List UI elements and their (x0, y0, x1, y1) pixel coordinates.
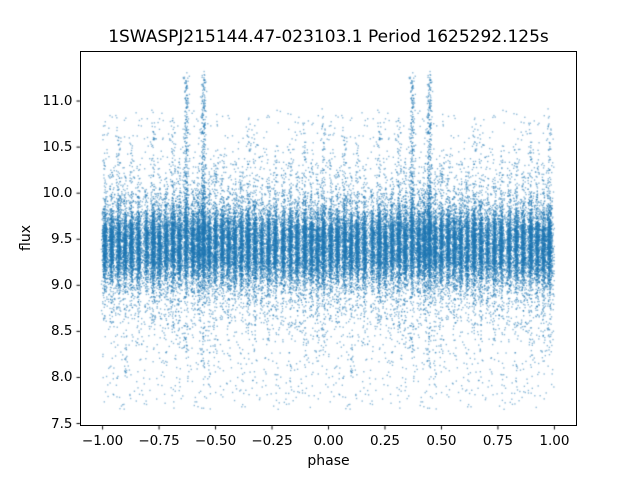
y-tick-label: 9.0 (51, 277, 73, 294)
x-tick-label: 0.50 (426, 433, 457, 449)
x-tick-label: 0.00 (313, 433, 344, 449)
y-tick-label: 7.5 (51, 415, 73, 432)
x-tick-label: −0.25 (251, 433, 293, 449)
x-tick-label: 1.00 (539, 433, 570, 449)
y-tick-label: 8.0 (51, 369, 73, 386)
y-tick-label: 10.0 (42, 185, 73, 202)
chart-title: 1SWASPJ215144.47-023103.1 Period 1625292… (108, 27, 549, 47)
y-tick-label: 10.5 (42, 139, 73, 156)
y-tick-label: 8.5 (51, 323, 73, 340)
axes-frame (80, 51, 577, 426)
x-tick-label: 0.75 (482, 433, 513, 449)
x-tick-label: 0.25 (369, 433, 400, 449)
x-axis-label: phase (307, 453, 350, 469)
x-tick-label: −1.00 (81, 433, 124, 449)
x-tick-label: −0.75 (138, 433, 180, 449)
y-tick-label: 9.5 (51, 231, 73, 248)
x-tick-label: −0.50 (194, 433, 237, 449)
y-tick-label: 11.0 (42, 93, 73, 110)
